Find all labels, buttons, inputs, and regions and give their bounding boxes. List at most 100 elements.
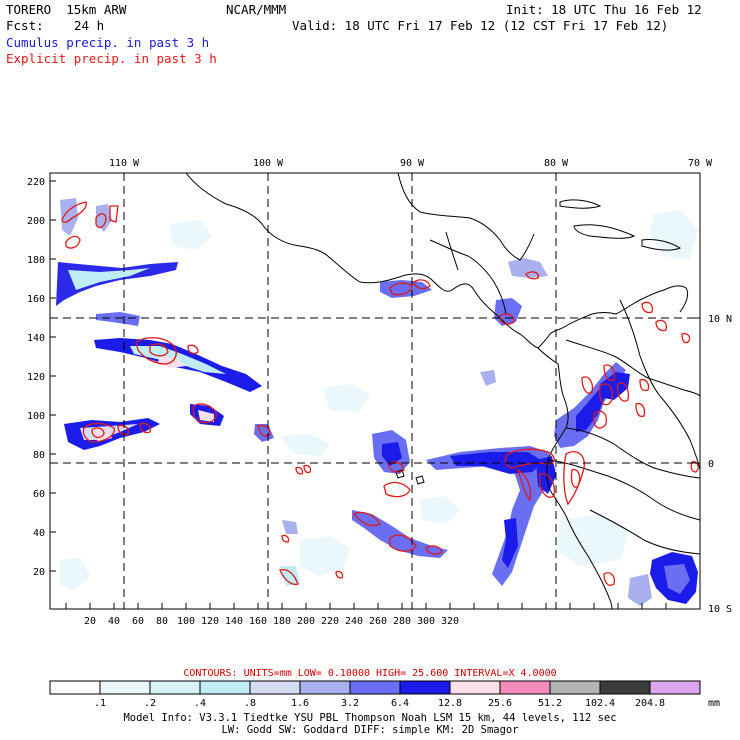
- colorbar-label: 6.4: [391, 698, 409, 709]
- y-tick-label: 160: [27, 294, 45, 305]
- x-tick-label: 60: [132, 616, 144, 627]
- colorbar-unit: mm: [708, 698, 720, 709]
- map-content: [50, 173, 700, 609]
- x-tick-label: 320: [441, 616, 459, 627]
- contour: [303, 464, 312, 474]
- precip-area: [382, 442, 402, 466]
- y-tick-label: 80: [33, 450, 45, 461]
- lon-label: 110 W: [109, 158, 140, 169]
- grid-y-labels: 220 200 180 160 140 120 100 80 60 40 20: [27, 177, 45, 578]
- x-tick-label: 140: [225, 616, 243, 627]
- coastline: [429, 239, 507, 315]
- contour: [109, 205, 119, 223]
- model-info-line2: LW: Godd SW: Goddard DIFF: simple KM: 2D…: [221, 724, 519, 736]
- y-tick-label: 40: [33, 528, 45, 539]
- field-explicit-label: Explicit precip. in past 3 h: [6, 51, 217, 66]
- forecast-label: Fcst:: [6, 18, 44, 33]
- precip-area: [96, 204, 112, 232]
- colorbar-label: 204.8: [635, 698, 665, 709]
- precip-area: [280, 434, 330, 456]
- valid-time: Valid: 18 UTC Fri 17 Feb 12 (12 CST Fri …: [292, 18, 669, 33]
- colorbar-swatch: [299, 680, 351, 695]
- contour: [117, 424, 130, 436]
- y-tick-label: 100: [27, 411, 45, 422]
- colorbar-swatch: [549, 680, 601, 695]
- contour: [187, 344, 199, 355]
- x-tick-label: 160: [249, 616, 267, 627]
- precip-area: [650, 210, 698, 260]
- island: [395, 469, 405, 479]
- x-tick-label: 300: [417, 616, 435, 627]
- colorbar-swatch: [149, 680, 201, 695]
- contour: [570, 469, 581, 488]
- lat-label: 0: [708, 459, 714, 470]
- colorbar-swatch: [399, 680, 451, 695]
- precip-area: [60, 558, 90, 590]
- colorbar-swatch: [649, 680, 701, 695]
- contour: [91, 427, 105, 439]
- lon-label: 80 W: [544, 158, 569, 169]
- precip-area: [352, 510, 448, 558]
- x-tick-label: 120: [201, 616, 219, 627]
- contour: [65, 235, 81, 249]
- contour: [581, 376, 594, 394]
- y-tick-label: 200: [27, 216, 45, 227]
- contour: [192, 403, 217, 424]
- center-label: NCAR/MMM: [226, 2, 287, 17]
- x-tick-label: 40: [108, 616, 120, 627]
- contour: [641, 301, 654, 314]
- contour: [425, 545, 443, 555]
- border: [619, 299, 661, 397]
- y-tick-label: 20: [33, 567, 45, 578]
- colorbar-swatch: [249, 680, 301, 695]
- lat-label: 10 N: [708, 314, 732, 325]
- border: [565, 339, 700, 397]
- contour: [383, 481, 411, 498]
- x-tick-label: 240: [345, 616, 363, 627]
- contour: [257, 424, 271, 437]
- colorbar-swatch: [49, 680, 101, 695]
- axis-ticks: [50, 173, 701, 609]
- precip-area: [508, 258, 548, 278]
- contour: [681, 332, 691, 344]
- precip-area: [198, 410, 214, 422]
- contour: [135, 337, 177, 365]
- x-tick-label: 20: [84, 616, 96, 627]
- longitude-labels: 110 W 100 W 90 W 80 W 70 W: [109, 158, 713, 169]
- x-tick-label: 200: [297, 616, 315, 627]
- precip-area: [322, 384, 370, 412]
- x-tick-label: 260: [369, 616, 387, 627]
- x-tick-label: 100: [177, 616, 195, 627]
- coastline: [185, 173, 689, 349]
- grid-x-labels: 20 40 60 80 100 120 140 160 180 200 220 …: [84, 616, 459, 627]
- colorbar-labels: .1 .2 .4 .8 1.6 3.2 6.4 12.8 25.6 51.2 1…: [94, 698, 720, 709]
- contour: [413, 279, 431, 290]
- colorbar-swatch: [349, 680, 401, 695]
- precip-area: [280, 566, 300, 586]
- graticule: [50, 173, 700, 609]
- lon-label: 70 W: [688, 158, 713, 169]
- contour: [281, 534, 290, 543]
- precip-area: [68, 268, 150, 290]
- field-cumulus-label: Cumulus precip. in past 3 h: [6, 35, 210, 50]
- border: [445, 231, 459, 271]
- border: [659, 395, 700, 471]
- contour: [516, 468, 532, 502]
- model-title: TORERO 15km ARW: [6, 2, 127, 17]
- precip-area: [420, 496, 460, 524]
- contour: [387, 461, 405, 473]
- y-tick-label: 180: [27, 255, 45, 266]
- precip-area: [426, 446, 556, 586]
- colorbar-label: .8: [244, 698, 256, 709]
- colorbar-label: 1.6: [291, 698, 309, 709]
- colorbar-swatch: [99, 680, 151, 695]
- colorbar-label: 25.6: [488, 698, 512, 709]
- colorbar: .1 .2 .4 .8 1.6 3.2 6.4 12.8 25.6 51.2 1…: [49, 680, 720, 709]
- contour: [593, 410, 607, 429]
- precip-area: [628, 574, 652, 606]
- precip-area: [300, 536, 350, 576]
- contour: [563, 451, 585, 506]
- colorbar-swatch: [449, 680, 501, 695]
- forecast-hours: 24 h: [74, 18, 105, 33]
- y-tick-label: 220: [27, 177, 45, 188]
